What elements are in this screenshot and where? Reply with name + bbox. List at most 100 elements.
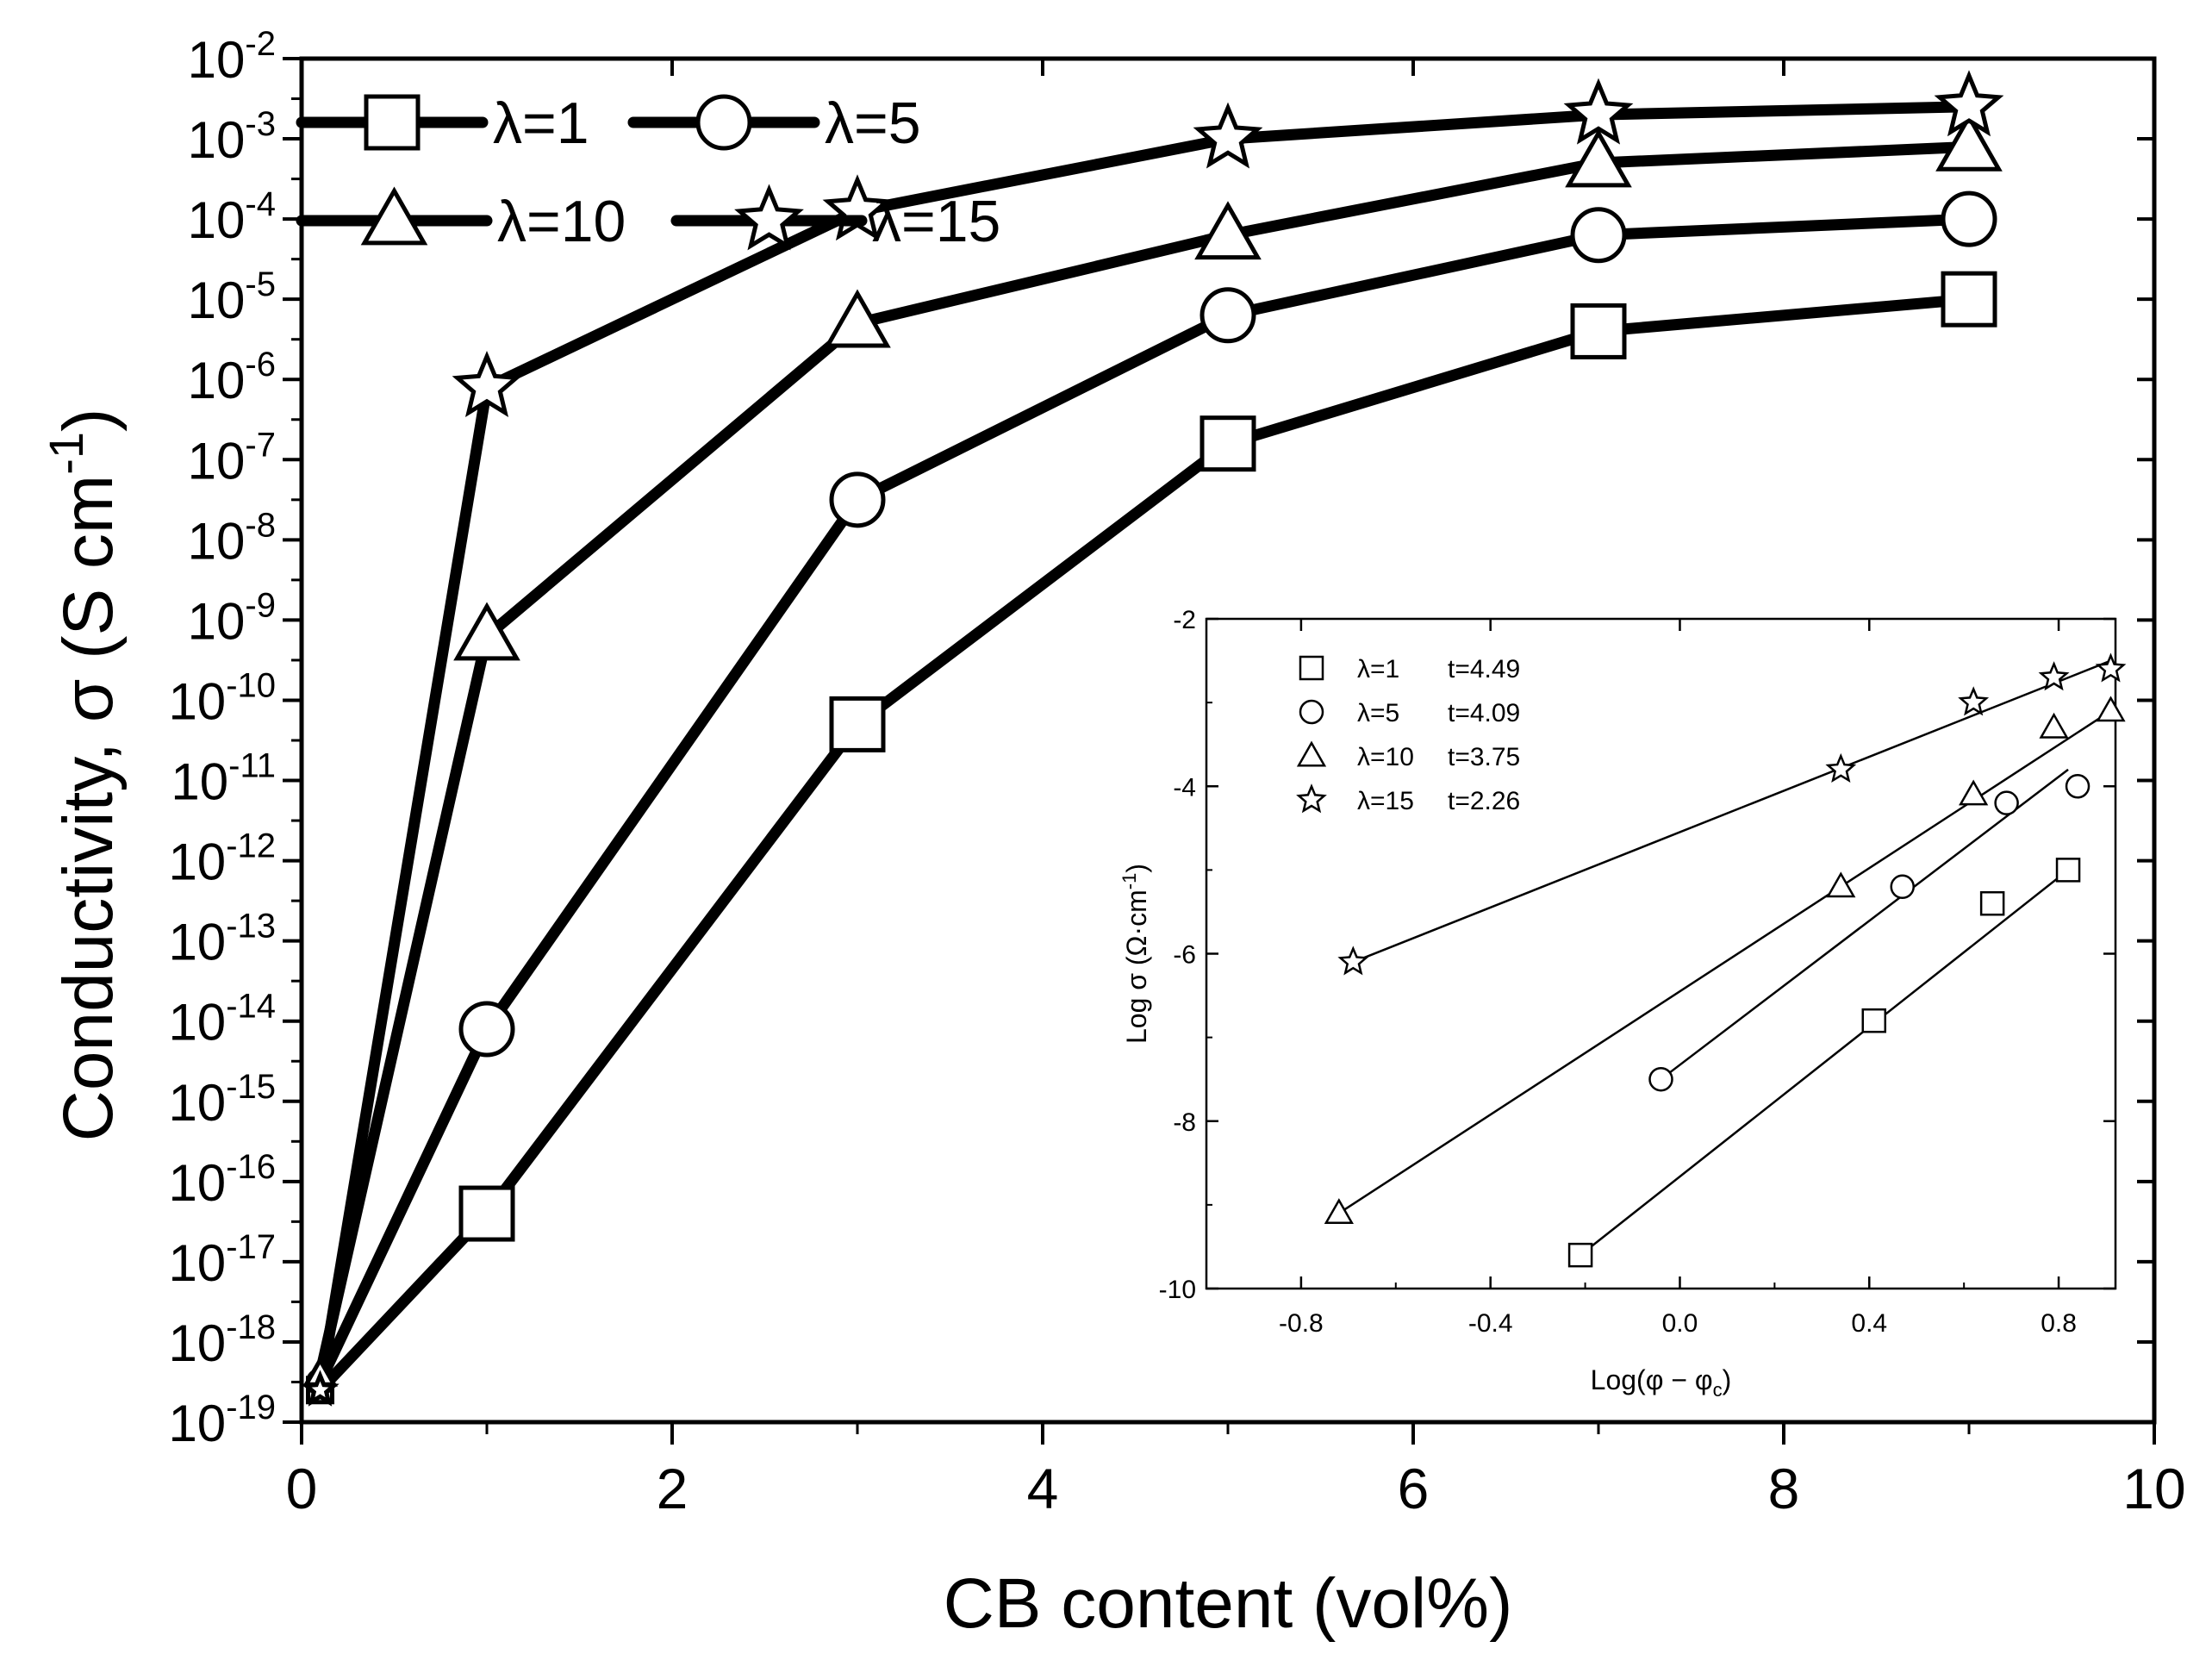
inset-legend-label-text: λ=10	[1357, 743, 1414, 771]
series-line-4	[315, 101, 1975, 1396]
y-tick-label: 10-12	[168, 827, 276, 891]
y-tick-base: 10	[168, 1234, 226, 1292]
legend-label-text: λ=10	[497, 189, 626, 254]
inset-legend-label-text: λ=1	[1357, 655, 1399, 683]
x-axis-title: CB content (vol%)	[944, 1564, 1513, 1643]
series-4-point	[1934, 70, 2004, 137]
y-tick-base: 10	[188, 432, 246, 490]
y-tick-base: 10	[168, 1074, 226, 1132]
inset-y-axis-title-superscript: -1	[1118, 873, 1140, 890]
y-tick-exponent: -8	[245, 506, 276, 544]
y-tick-base: 10	[188, 111, 246, 169]
legend-label-text: λ=1	[493, 91, 589, 156]
inset-y-tick-label: -8	[1173, 1108, 1196, 1137]
legend-marker-2	[695, 94, 752, 151]
legend-label-4: λ=15	[872, 189, 1000, 254]
series-2-point	[829, 471, 886, 528]
series-1-point	[1941, 271, 1997, 328]
y-tick-base: 10	[188, 512, 246, 570]
x-tick-label-text: 0	[286, 1457, 318, 1520]
inset-legend-label-4: λ=15	[1357, 787, 1414, 815]
legend-marker-4	[734, 184, 804, 251]
y-tick-label: 10-8	[188, 506, 276, 570]
inset-series-1-point	[1861, 1008, 1887, 1033]
inset-y-tick-label-text: -6	[1173, 941, 1196, 970]
inset-fit-line-1	[1580, 869, 2069, 1257]
y-tick-exponent: -7	[245, 426, 276, 464]
inset-legend-label-1: λ=1	[1357, 655, 1399, 683]
inset-legend-label-3: λ=10	[1357, 743, 1414, 771]
y-tick-exponent: -6	[245, 346, 276, 384]
y-tick-exponent: -2	[245, 25, 276, 63]
legend-label-text: λ=15	[872, 189, 1000, 254]
inset-series-1-point	[2055, 858, 2081, 883]
y-tick-base: 10	[168, 1314, 226, 1372]
x-tick-label: 8	[1768, 1457, 1800, 1520]
y-tick-exponent: -5	[245, 265, 276, 303]
y-tick-label: 10-11	[171, 747, 276, 811]
series-4-point	[301, 1370, 340, 1407]
series-3-point	[824, 289, 891, 348]
y-tick-base: 10	[168, 914, 226, 971]
y-tick-label: 10-10	[168, 666, 276, 730]
inset-x-tick-label-text: 0.4	[1851, 1309, 1887, 1338]
inset-plot-frame	[1205, 617, 2117, 1290]
y-tick-base: 10	[168, 833, 226, 891]
inset-legend-marker-1	[1299, 655, 1324, 681]
legend-marker-1	[364, 94, 421, 151]
legend-label-2: λ=5	[825, 91, 921, 156]
inset-series-3-point	[1959, 779, 1989, 806]
x-tick-label-text: 8	[1768, 1457, 1800, 1520]
series-1-point	[1570, 303, 1627, 359]
inset-fit-line-2	[1660, 768, 2069, 1081]
x-tick-label: 2	[657, 1457, 689, 1520]
x-tick-label: 4	[1027, 1457, 1059, 1520]
y-tick-exponent: -12	[226, 827, 276, 865]
y-tick-base: 10	[188, 191, 246, 249]
y-tick-label: 10-4	[188, 185, 276, 249]
y-tick-base: 10	[168, 994, 226, 1052]
inset-series-4-point	[1825, 752, 1857, 783]
y-tick-exponent: -11	[228, 747, 276, 785]
inset-series-1-point	[1567, 1242, 1593, 1268]
legend-label-3: λ=10	[497, 189, 626, 254]
inset-x-axis-title-subscript: c	[1713, 1379, 1723, 1401]
legend-label-text: λ=5	[825, 91, 921, 156]
y-tick-base: 10	[188, 31, 246, 89]
inset-y-tick-label: -4	[1173, 773, 1196, 802]
inset-y-tick-label-text: -10	[1159, 1276, 1196, 1304]
inset-y-tick-label-text: -2	[1173, 606, 1196, 634]
y-tick-base: 10	[188, 352, 246, 409]
inset-x-tick-label: 0.0	[1662, 1309, 1698, 1338]
y-tick-label: 10-7	[188, 426, 276, 490]
inset-legend-label-text: λ=5	[1357, 699, 1399, 727]
y-tick-exponent: -18	[226, 1308, 276, 1346]
inset-series-4-point	[2095, 652, 2127, 683]
series-1-point	[1199, 415, 1256, 472]
inset-y-axis-title-close: )	[1121, 864, 1152, 873]
y-tick-label: 10-13	[168, 908, 276, 971]
inset-y-tick-label-text: -4	[1173, 773, 1196, 802]
y-tick-exponent: -14	[226, 988, 276, 1026]
inset-legend-marker-2	[1299, 699, 1324, 725]
inset-series-4-point	[2038, 661, 2070, 691]
series-4-point	[452, 350, 522, 417]
inset-fit-line-3	[1338, 709, 2112, 1214]
y-tick-base: 10	[188, 592, 246, 650]
inset-series-1-point	[1979, 890, 2005, 916]
y-tick-exponent: -10	[226, 666, 276, 704]
inset-series-2-point	[1994, 790, 2019, 815]
y-tick-base: 10	[168, 1154, 226, 1212]
inset-x-tick-label: 0.8	[2041, 1309, 2077, 1338]
x-tick-label-text: 4	[1027, 1457, 1059, 1520]
y-axis-title-close: )	[49, 409, 128, 432]
inset-series-3-point	[1324, 1198, 1354, 1225]
inset-series-3-point	[2096, 696, 2126, 722]
x-tick-label: 6	[1398, 1457, 1430, 1520]
inset-legend-t-4: t=2.26	[1448, 787, 1520, 815]
inset-y-tick-label: -2	[1173, 606, 1196, 634]
x-tick-label-text: 6	[1398, 1457, 1430, 1520]
